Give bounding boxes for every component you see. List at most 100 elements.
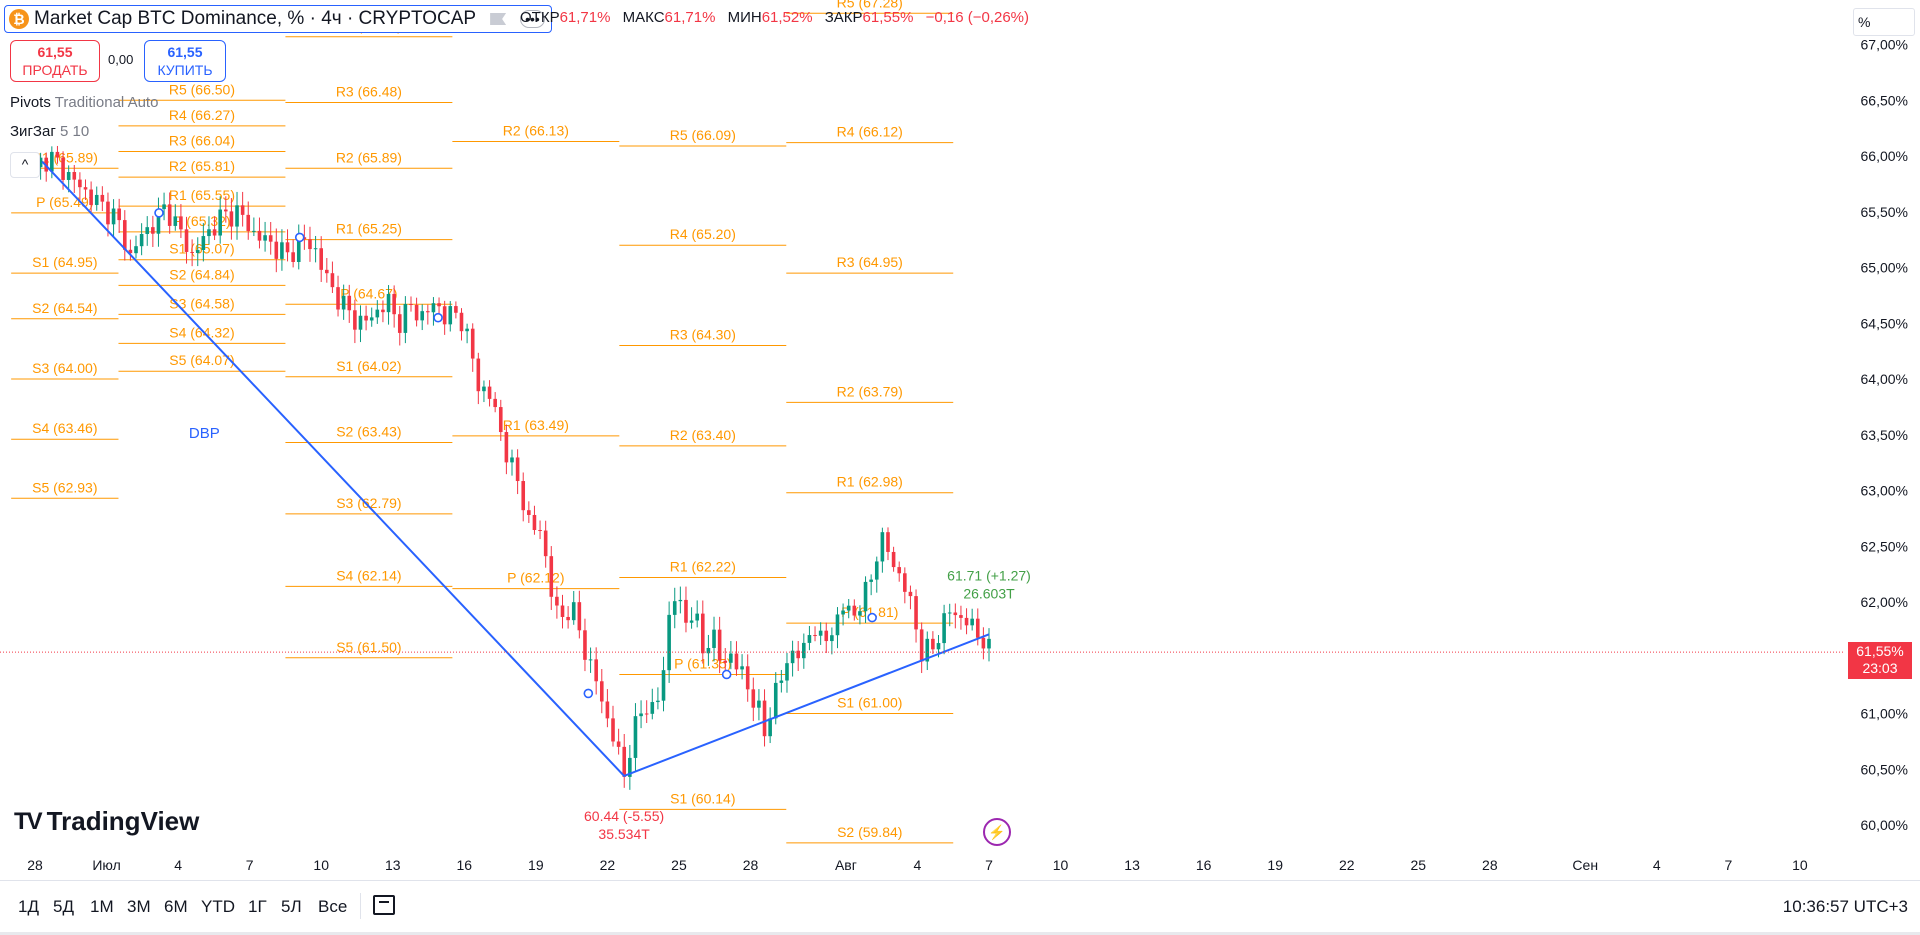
candle-body: [212, 229, 217, 236]
symbol-header[interactable]: ₿ Market Cap BTC Dominance, % · 4ч · CRY…: [4, 5, 552, 33]
candle-body: [173, 216, 178, 226]
candle-body: [252, 230, 256, 232]
candle-body: [689, 620, 694, 623]
range-1y-button[interactable]: 1Г: [248, 897, 267, 916]
ohlc-open-value: 61,71%: [559, 9, 611, 26]
candle-body: [953, 612, 958, 616]
time-tick-label: 28: [743, 857, 759, 873]
price-tick-label: 62,50%: [1861, 538, 1908, 554]
range-ytd-button[interactable]: YTD: [201, 897, 235, 916]
symbol-title[interactable]: Market Cap BTC Dominance, % · 4ч · CRYPT…: [34, 8, 477, 29]
pivot-label: R2 (66.13): [503, 123, 569, 139]
time-tick-label: 22: [600, 857, 616, 873]
pivot-label: R2 (65.89): [336, 149, 402, 165]
candle-body: [611, 718, 615, 742]
clock[interactable]: 10:36:57 UTC+3: [1782, 897, 1908, 916]
range-6m-button[interactable]: 6М: [164, 897, 188, 916]
candle-body: [555, 596, 559, 606]
candle-body: [863, 581, 868, 612]
candle-body: [386, 293, 391, 313]
pivot-label: S5 (64.07): [169, 352, 234, 368]
toolbar-divider: [360, 893, 361, 919]
candle-body: [521, 481, 526, 511]
tradingview-logo: TV TradingView: [14, 806, 199, 837]
pivot-label: R3 (66.04): [169, 133, 235, 149]
candle-body: [83, 187, 88, 190]
candle-body: [931, 638, 935, 650]
candle-body: [240, 205, 245, 215]
pivot-label: R4 (66.12): [837, 124, 903, 140]
candle-body: [117, 208, 121, 221]
candle-body: [291, 252, 295, 263]
horizontal-scrollbar[interactable]: [0, 932, 1920, 935]
candle-body: [184, 229, 189, 252]
pivot-label: R1 (65.89): [32, 149, 98, 165]
time-tick-label: 10: [313, 857, 329, 873]
pivot-label: R5 (66.09): [670, 127, 736, 143]
range-5d-button[interactable]: 5Д: [53, 897, 74, 916]
candle-body: [639, 713, 643, 717]
lightning-icon[interactable]: ⚡: [983, 818, 1011, 846]
candle-body: [701, 613, 705, 654]
candle-body: [190, 251, 194, 253]
candle-body: [729, 653, 733, 663]
candle-body: [807, 635, 812, 643]
candle-body: [207, 229, 211, 237]
candle-body: [515, 457, 520, 482]
price-chart[interactable]: R1 (65.89) P (65.49) S1 (64.95) S2 (64.54) S…: [0, 0, 1920, 880]
candle-body: [835, 614, 840, 636]
candle-body: [874, 561, 879, 580]
pivot-label: R2 (63.40): [670, 427, 736, 443]
candle-body: [959, 615, 963, 618]
candle-body: [891, 551, 896, 568]
candle-body: [661, 670, 666, 701]
candle-body: [347, 295, 352, 311]
zigzag-label: 61.71 (+1.27): [947, 567, 1031, 583]
candle-body: [672, 601, 677, 615]
range-1m-button[interactable]: 1М: [90, 897, 114, 916]
candle-body: [678, 599, 683, 602]
candle-body: [308, 239, 312, 250]
range-3m-button[interactable]: 3М: [127, 897, 151, 916]
range-all-button[interactable]: Все: [318, 897, 348, 916]
indicator-pivots[interactable]: Pivots Traditional Auto: [10, 94, 158, 111]
candle-body: [448, 306, 453, 325]
price-tick-label: 62,00%: [1861, 594, 1908, 610]
ohlc-low-key: МИН: [727, 9, 762, 26]
candle-body: [605, 701, 610, 719]
candle-body: [740, 666, 744, 670]
bar-countdown: 23:03: [1862, 660, 1898, 676]
sell-button[interactable]: 61,55 ПРОДАТЬ: [10, 40, 100, 82]
calendar-icon[interactable]: [373, 895, 395, 915]
candle-body: [66, 172, 71, 180]
flag-icon[interactable]: [490, 13, 507, 25]
buy-button[interactable]: 61,55 КУПИТЬ: [144, 40, 226, 82]
time-tick-label: 13: [385, 857, 401, 873]
candle-body: [790, 650, 795, 664]
candle-body: [717, 629, 722, 661]
range-5y-button[interactable]: 5Л: [281, 897, 302, 916]
candle-body: [987, 638, 991, 649]
more-icon[interactable]: •••: [520, 10, 545, 28]
ohlc-low-value: 61,52%: [761, 9, 813, 26]
event-marker: [583, 688, 594, 699]
candle-body: [139, 234, 144, 247]
candle-body: [549, 556, 554, 597]
candle-body: [538, 529, 542, 531]
ohlc-change: −0,16 (−0,26%): [925, 9, 1029, 26]
ohlc-close-key: ЗАКР: [824, 9, 863, 26]
time-tick-label: 13: [1124, 857, 1140, 873]
indicator-zigzag[interactable]: ЗигЗаг 5 10: [10, 123, 89, 140]
indicator-name: Pivots: [10, 94, 51, 111]
range-1d-button[interactable]: 1Д: [18, 897, 39, 916]
candle-body: [465, 328, 469, 332]
time-tick-label: 4: [1653, 857, 1661, 873]
price-tick-label: 67,00%: [1861, 37, 1908, 53]
candle-body: [566, 616, 570, 621]
candle-body: [313, 248, 318, 250]
collapse-indicators-icon[interactable]: ^: [10, 152, 40, 178]
candle-body: [886, 532, 890, 552]
price-scale-unit[interactable]: %: [1853, 8, 1915, 36]
candle-body: [779, 680, 784, 683]
candle-body: [751, 689, 756, 708]
